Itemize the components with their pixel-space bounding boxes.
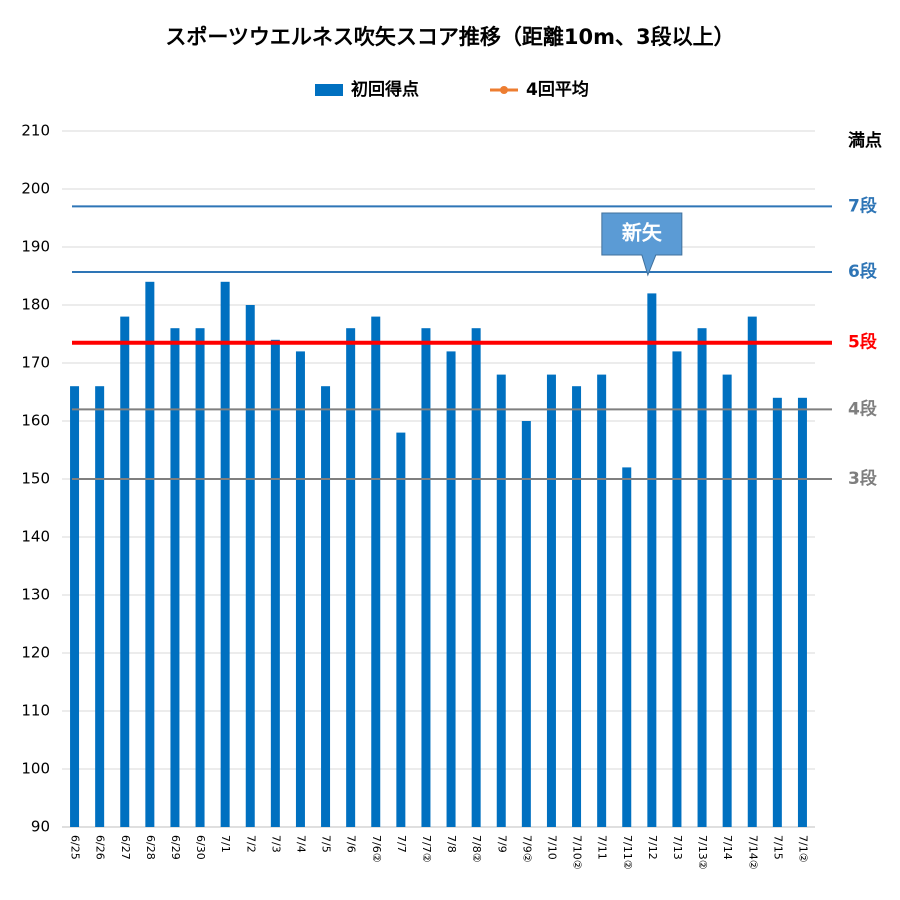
bar bbox=[270, 339, 280, 827]
bar bbox=[496, 374, 506, 827]
x-tick-label: 6/29 bbox=[169, 835, 182, 860]
legend-marker bbox=[500, 86, 508, 94]
reference-label: 3段 bbox=[848, 468, 877, 489]
y-tick-label: 150 bbox=[21, 470, 50, 488]
bar bbox=[546, 374, 556, 827]
bar bbox=[371, 316, 381, 827]
bar bbox=[572, 386, 582, 827]
bar bbox=[95, 386, 105, 827]
x-tick-label: 7/11② bbox=[621, 835, 634, 870]
x-tick-label: 6/28 bbox=[144, 835, 157, 860]
x-tick-label: 6/27 bbox=[119, 835, 132, 860]
x-tick-label: 7/6② bbox=[370, 835, 383, 863]
x-tick-label: 7/8 bbox=[445, 835, 458, 853]
x-tick-label: 7/4 bbox=[294, 835, 307, 853]
x-tick-label: 7/10② bbox=[571, 835, 584, 870]
bar bbox=[672, 351, 682, 827]
y-tick-label: 140 bbox=[21, 528, 50, 546]
x-tick-label: 7/5 bbox=[320, 835, 333, 853]
bar bbox=[622, 467, 632, 827]
y-tick-label: 120 bbox=[21, 644, 50, 662]
annotation-text: 新矢 bbox=[622, 221, 663, 245]
x-tick-label: 7/15 bbox=[771, 835, 784, 860]
bar bbox=[471, 328, 481, 827]
bar bbox=[295, 351, 305, 827]
bar bbox=[346, 328, 356, 827]
legend-label: 初回得点 bbox=[351, 79, 419, 100]
legend-label: 4回平均 bbox=[526, 79, 589, 100]
y-tick-label: 170 bbox=[21, 354, 50, 372]
x-tick-label: 7/1② bbox=[796, 835, 809, 863]
x-tick-label: 6/26 bbox=[94, 835, 107, 860]
y-tick-label: 190 bbox=[21, 238, 50, 256]
x-tick-label: 7/14 bbox=[721, 835, 734, 860]
x-tick-label: 7/9 bbox=[495, 835, 508, 853]
y-tick-label: 110 bbox=[21, 702, 50, 720]
legend-swatch bbox=[315, 84, 343, 96]
bar bbox=[446, 351, 456, 827]
bar bbox=[70, 386, 80, 827]
bar bbox=[120, 316, 130, 827]
x-tick-label: 6/25 bbox=[69, 835, 82, 860]
x-tick-label: 7/6 bbox=[345, 835, 358, 853]
bar bbox=[396, 432, 406, 827]
bar bbox=[797, 397, 807, 827]
y-tick-label: 210 bbox=[21, 122, 50, 140]
bar bbox=[647, 293, 657, 827]
y-tick-label: 130 bbox=[21, 586, 50, 604]
bar bbox=[722, 374, 732, 827]
reference-label: 満点 bbox=[848, 130, 882, 151]
bar bbox=[220, 281, 230, 827]
bar bbox=[421, 328, 431, 827]
reference-label: 4段 bbox=[848, 398, 877, 419]
x-tick-label: 7/7 bbox=[395, 835, 408, 853]
y-tick-label: 180 bbox=[21, 296, 50, 314]
bar bbox=[170, 328, 180, 827]
x-tick-label: 6/30 bbox=[194, 835, 207, 860]
y-tick-label: 160 bbox=[21, 412, 50, 430]
bar bbox=[145, 281, 155, 827]
bar bbox=[245, 305, 255, 827]
chart-title: スポーツウエルネス吹矢スコア推移（距離10m、3段以上） bbox=[165, 25, 734, 49]
bar bbox=[772, 397, 782, 827]
x-tick-label: 7/8② bbox=[470, 835, 483, 863]
bar bbox=[321, 386, 331, 827]
bar bbox=[195, 328, 205, 827]
y-tick-label: 200 bbox=[21, 180, 50, 198]
bar bbox=[597, 374, 607, 827]
bar bbox=[521, 421, 531, 827]
x-tick-label: 7/13 bbox=[671, 835, 684, 860]
bar bbox=[697, 328, 707, 827]
reference-label: 5段 bbox=[848, 332, 877, 353]
x-tick-label: 7/2 bbox=[244, 835, 257, 853]
x-tick-label: 7/7② bbox=[420, 835, 433, 863]
annotation-callout bbox=[601, 212, 683, 277]
x-tick-label: 7/13② bbox=[696, 835, 709, 870]
y-tick-label: 90 bbox=[31, 818, 50, 836]
reference-label: 7段 bbox=[848, 195, 877, 216]
x-tick-label: 7/3 bbox=[269, 835, 282, 853]
x-tick-label: 7/1 bbox=[219, 835, 232, 853]
x-tick-label: 7/12 bbox=[646, 835, 659, 860]
x-tick-label: 7/11 bbox=[596, 835, 609, 860]
bar bbox=[747, 316, 757, 827]
y-tick-label: 100 bbox=[21, 760, 50, 778]
reference-label: 6段 bbox=[848, 261, 877, 282]
x-tick-label: 7/10 bbox=[545, 835, 558, 860]
x-tick-label: 7/9② bbox=[520, 835, 533, 863]
x-tick-label: 7/14② bbox=[746, 835, 759, 870]
